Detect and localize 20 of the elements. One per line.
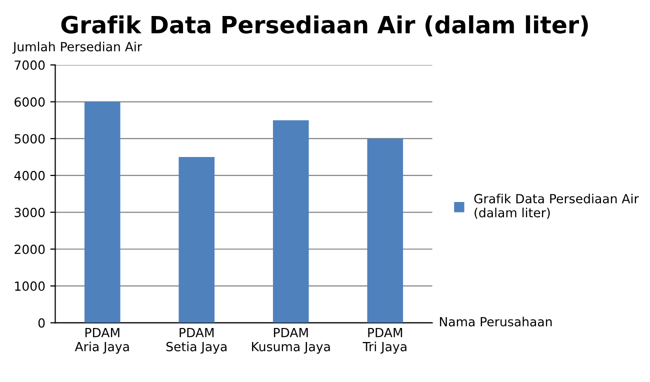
y-tick-label: 2000 bbox=[14, 244, 45, 254]
chart-title: Grafik Data Persediaan Air (dalam liter) bbox=[61, 15, 588, 36]
x-tick-label: PDAM Kusuma Jaya bbox=[252, 328, 330, 354]
x-axis-title: Nama Perusahaan bbox=[440, 316, 552, 326]
y-tick-label: 0 bbox=[38, 318, 45, 328]
y-tick-label: 6000 bbox=[14, 97, 45, 107]
bar bbox=[367, 138, 404, 323]
y-axis-title: Jumlah Persedian Air bbox=[12, 42, 142, 54]
y-tick-label: 7000 bbox=[14, 60, 45, 70]
bar bbox=[178, 157, 215, 323]
bar bbox=[84, 102, 120, 323]
x-tick-label: PDAM Aria Jaya bbox=[74, 328, 129, 354]
legend-label: Grafik Data Persediaan Air (dalam liter) bbox=[474, 194, 639, 219]
y-tick-label: 4000 bbox=[14, 170, 45, 180]
bar bbox=[272, 120, 309, 323]
x-tick-label: PDAM Setia Jaya bbox=[166, 328, 227, 354]
y-tick-label: 5000 bbox=[14, 134, 45, 144]
y-tick-label: 3000 bbox=[14, 208, 45, 218]
x-tick-label: PDAM Tri Jaya bbox=[362, 328, 406, 354]
y-tick-label: 1000 bbox=[15, 281, 45, 291]
